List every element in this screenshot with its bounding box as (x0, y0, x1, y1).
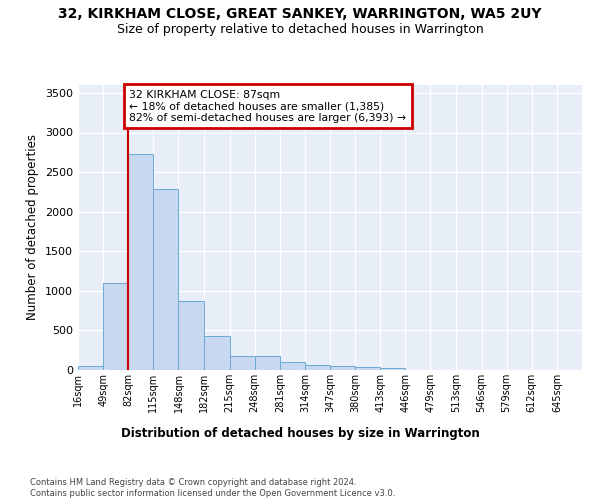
Text: 32 KIRKHAM CLOSE: 87sqm
← 18% of detached houses are smaller (1,385)
82% of semi: 32 KIRKHAM CLOSE: 87sqm ← 18% of detache… (129, 90, 406, 123)
Text: Distribution of detached houses by size in Warrington: Distribution of detached houses by size … (121, 428, 479, 440)
Bar (103, 283, 128, 370)
Bar (128, 154, 154, 370)
Bar (230, 356, 254, 370)
Text: Contains HM Land Registry data © Crown copyright and database right 2024.
Contai: Contains HM Land Registry data © Crown c… (30, 478, 395, 498)
Text: 32, KIRKHAM CLOSE, GREAT SANKEY, WARRINGTON, WA5 2UY: 32, KIRKHAM CLOSE, GREAT SANKEY, WARRING… (58, 8, 542, 22)
Bar (355, 367, 380, 370)
Bar (254, 356, 280, 370)
Bar (178, 301, 205, 370)
Bar (280, 362, 305, 370)
Bar (154, 188, 178, 370)
Bar (330, 366, 355, 370)
Bar (78, 366, 103, 370)
Bar (205, 336, 230, 370)
Bar (305, 365, 330, 370)
Text: Size of property relative to detached houses in Warrington: Size of property relative to detached ho… (116, 22, 484, 36)
Y-axis label: Number of detached properties: Number of detached properties (26, 134, 40, 320)
Bar (380, 368, 406, 370)
